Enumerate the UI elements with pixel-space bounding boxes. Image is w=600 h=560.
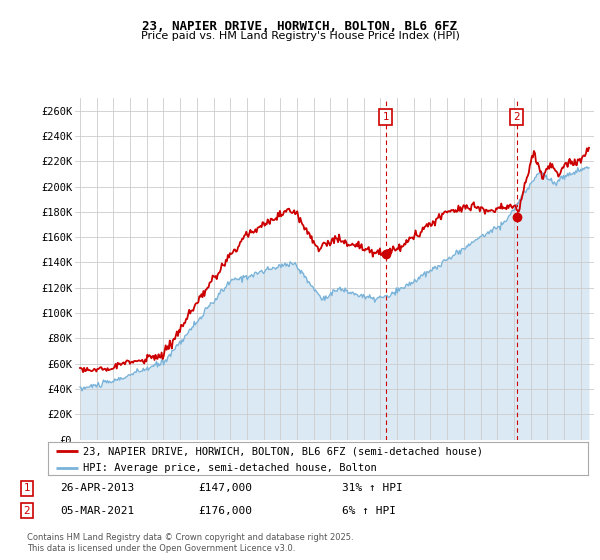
Text: 23, NAPIER DRIVE, HORWICH, BOLTON, BL6 6FZ: 23, NAPIER DRIVE, HORWICH, BOLTON, BL6 6… [143, 20, 458, 32]
Text: 23, NAPIER DRIVE, HORWICH, BOLTON, BL6 6FZ (semi-detached house): 23, NAPIER DRIVE, HORWICH, BOLTON, BL6 6… [83, 446, 483, 456]
Text: 31% ↑ HPI: 31% ↑ HPI [342, 483, 403, 493]
Text: 26-APR-2013: 26-APR-2013 [60, 483, 134, 493]
Text: HPI: Average price, semi-detached house, Bolton: HPI: Average price, semi-detached house,… [83, 463, 377, 473]
Text: 1: 1 [382, 112, 389, 122]
Text: 2: 2 [514, 112, 520, 122]
Text: £176,000: £176,000 [198, 506, 252, 516]
Text: 05-MAR-2021: 05-MAR-2021 [60, 506, 134, 516]
Text: Contains HM Land Registry data © Crown copyright and database right 2025.
This d: Contains HM Land Registry data © Crown c… [27, 533, 353, 553]
Text: £147,000: £147,000 [198, 483, 252, 493]
Text: Price paid vs. HM Land Registry's House Price Index (HPI): Price paid vs. HM Land Registry's House … [140, 31, 460, 41]
Text: 1: 1 [23, 483, 31, 493]
Text: 2: 2 [23, 506, 31, 516]
Text: 6% ↑ HPI: 6% ↑ HPI [342, 506, 396, 516]
